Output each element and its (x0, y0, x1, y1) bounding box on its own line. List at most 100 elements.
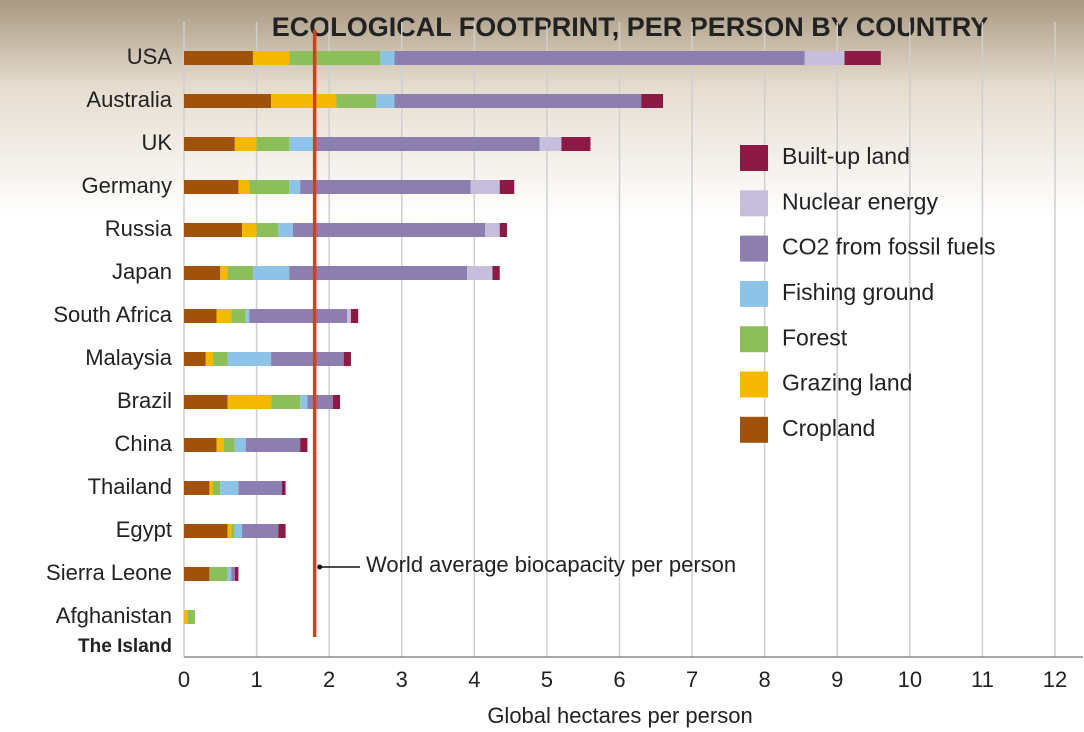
legend-label: Nuclear energy (782, 188, 938, 214)
bar-segment (292, 223, 486, 237)
bar-segment (184, 223, 243, 237)
bar-segment (289, 266, 468, 280)
bar-segment (213, 352, 228, 366)
bar-segment (499, 180, 515, 194)
bar-segment (231, 309, 246, 323)
bar-segment (245, 309, 250, 323)
bar-segment (184, 481, 210, 495)
bar-segment (376, 94, 395, 108)
legend-label: Fishing ground (782, 279, 934, 305)
x-tick-label: 9 (831, 667, 843, 692)
bar-segment (314, 137, 540, 151)
bar-segment (231, 524, 235, 538)
bar-segment (249, 180, 290, 194)
bar-segment (216, 309, 232, 323)
bar-segment (289, 51, 380, 65)
x-tick-label: 10 (898, 667, 922, 692)
bar-segment (343, 352, 351, 366)
y-tick-label: Russia (105, 216, 173, 241)
bar-segment (289, 180, 301, 194)
y-tick-label: Egypt (116, 517, 172, 542)
bar-segment (234, 524, 243, 538)
x-tick-label: 12 (1043, 667, 1067, 692)
bar-segment (278, 524, 286, 538)
bar-segment (209, 481, 214, 495)
bar-segment (184, 137, 235, 151)
y-tick-label: Afghanistan (56, 603, 172, 628)
bar-segment (347, 309, 351, 323)
x-tick-label: 8 (759, 667, 771, 692)
bar-segment (350, 309, 359, 323)
bar-segment (271, 94, 337, 108)
bar-segment (300, 395, 308, 409)
bar-segment (300, 180, 471, 194)
bar-segment (561, 137, 591, 151)
bar-segment (238, 180, 250, 194)
bar-segment (184, 309, 217, 323)
bar-segment (227, 395, 272, 409)
bar-segment (252, 51, 290, 65)
bar-segment (184, 180, 239, 194)
bar-segment (238, 481, 282, 495)
bar-segment (256, 137, 290, 151)
legend-swatch (740, 145, 768, 171)
x-tick-label: 7 (686, 667, 698, 692)
bar-segment (252, 266, 290, 280)
bar-segment (227, 266, 253, 280)
bar-segment (234, 567, 239, 581)
bar-segment (234, 137, 257, 151)
bar-segment (227, 524, 232, 538)
bar-segment (184, 524, 228, 538)
x-tick-label: 3 (396, 667, 408, 692)
y-tick-label: Malaysia (85, 345, 173, 370)
bar-segment (216, 438, 224, 452)
legend-label: Cropland (782, 415, 875, 441)
bar-segment (220, 481, 239, 495)
bar-segment (184, 94, 272, 108)
bar-segment (184, 610, 188, 624)
bar-segment (209, 567, 228, 581)
legend-swatch (740, 235, 768, 262)
bar-segment (467, 266, 493, 280)
bar-segment (213, 481, 221, 495)
bar-segment (234, 438, 246, 452)
x-tick-label: 0 (178, 667, 190, 692)
bar-segment (336, 94, 377, 108)
source: The Island (78, 636, 172, 657)
x-tick-label: 11 (971, 667, 994, 692)
bar-segment (242, 223, 257, 237)
bar-segment (499, 223, 507, 237)
bar-segment (223, 438, 235, 452)
y-tick-label: USA (127, 44, 173, 69)
y-tick-label: Sierra Leone (46, 560, 172, 585)
y-tick-label: Australia (86, 87, 172, 112)
x-tick-label: 5 (541, 667, 553, 692)
y-tick-label: China (115, 431, 173, 456)
bar-segment (184, 567, 210, 581)
bar-segment (281, 481, 286, 495)
bar-segment (231, 567, 235, 581)
bar-segment (804, 51, 845, 65)
y-tick-label: UK (141, 130, 172, 155)
legend-swatch (740, 371, 768, 398)
x-tick-label: 2 (323, 667, 335, 692)
bar-segment (379, 51, 395, 65)
bar-segment (394, 51, 805, 65)
y-tick-label: Japan (112, 259, 172, 284)
bar-segment (242, 524, 279, 538)
bar-segment (470, 180, 500, 194)
x-tick-label: 6 (613, 667, 625, 692)
bar-segment (184, 51, 253, 65)
bar-segment (205, 352, 214, 366)
bar-segment (300, 438, 308, 452)
bar-segment (394, 94, 642, 108)
reference-label: World average biocapacity per person (366, 552, 736, 577)
bar-segment (641, 94, 664, 108)
x-tick-label: 1 (250, 667, 262, 692)
bar-segment (271, 352, 344, 366)
bar-segment (492, 266, 500, 280)
legend-label: Grazing land (782, 370, 912, 396)
